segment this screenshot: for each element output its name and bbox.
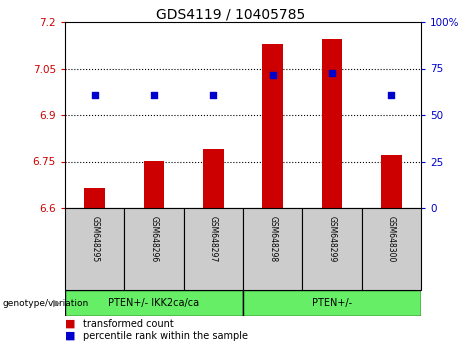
Bar bbox=[362, 208, 421, 290]
Point bbox=[210, 92, 217, 98]
Text: GSM648296: GSM648296 bbox=[149, 216, 159, 262]
Text: ■: ■ bbox=[65, 319, 76, 329]
Bar bbox=[84, 188, 105, 208]
Point bbox=[91, 92, 98, 98]
Bar bbox=[183, 208, 243, 290]
Text: transformed count: transformed count bbox=[83, 319, 174, 329]
Text: PTEN+/- IKK2ca/ca: PTEN+/- IKK2ca/ca bbox=[108, 298, 200, 308]
Text: ■: ■ bbox=[65, 331, 76, 341]
Text: PTEN+/-: PTEN+/- bbox=[312, 298, 352, 308]
Point bbox=[388, 92, 395, 98]
Bar bbox=[262, 44, 283, 208]
Bar bbox=[322, 39, 343, 208]
Bar bbox=[124, 208, 183, 290]
Bar bbox=[243, 290, 421, 316]
Bar bbox=[302, 208, 362, 290]
Bar bbox=[243, 208, 302, 290]
Bar bbox=[65, 290, 243, 316]
Text: GSM648300: GSM648300 bbox=[387, 216, 396, 263]
Text: GSM648298: GSM648298 bbox=[268, 216, 277, 262]
Text: GDS4119 / 10405785: GDS4119 / 10405785 bbox=[156, 8, 305, 22]
Text: GSM648299: GSM648299 bbox=[327, 216, 337, 262]
Text: percentile rank within the sample: percentile rank within the sample bbox=[83, 331, 248, 341]
Point bbox=[269, 72, 276, 78]
Point bbox=[328, 70, 336, 76]
Text: ▶: ▶ bbox=[53, 298, 60, 308]
Bar bbox=[65, 208, 124, 290]
Bar bbox=[381, 155, 402, 208]
Text: GSM648295: GSM648295 bbox=[90, 216, 99, 262]
Bar bbox=[144, 161, 165, 208]
Point bbox=[150, 92, 158, 98]
Text: genotype/variation: genotype/variation bbox=[2, 298, 89, 308]
Text: GSM648297: GSM648297 bbox=[209, 216, 218, 262]
Bar bbox=[203, 149, 224, 208]
